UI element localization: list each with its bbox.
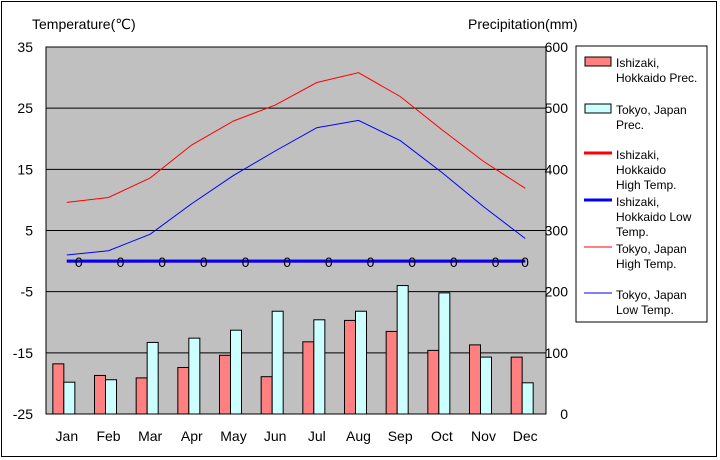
legend-label: Hokkaido Low xyxy=(616,210,692,224)
precip-bar xyxy=(219,354,231,415)
legend-label: Ishizaki, xyxy=(616,195,659,209)
legend-label: High Temp. xyxy=(616,178,676,192)
temperature-line xyxy=(66,119,526,256)
data-labels: 0 0 0 0 0 0 0 0 0 0 0 0 xyxy=(75,254,529,270)
precip-bar xyxy=(63,381,76,415)
data-label: 0 xyxy=(521,254,529,270)
data-label: 0 xyxy=(200,254,208,270)
right-tick-label: 500 xyxy=(545,100,569,116)
right-tick-label: 400 xyxy=(545,161,569,177)
left-tick-label: 25 xyxy=(17,100,33,116)
left-tick-label: 5 xyxy=(25,223,33,239)
temperature-line xyxy=(66,72,526,203)
x-tick-label: May xyxy=(220,428,246,444)
legend: Ishizaki,Hokkaido Prec.Tokyo, JapanPrec.… xyxy=(584,56,697,317)
data-label: 0 xyxy=(367,254,375,270)
legend-label: Tokyo, Japan xyxy=(616,103,687,117)
precip-bar xyxy=(469,344,481,415)
left-axis-title: Temperature(℃) xyxy=(32,16,136,32)
precip-bar xyxy=(302,341,315,415)
precip-bar xyxy=(230,329,242,415)
x-tick-label: Oct xyxy=(431,428,453,444)
data-label: 0 xyxy=(492,254,500,270)
legend-label: Ishizaki, xyxy=(616,56,659,70)
x-tick-label: Jun xyxy=(264,428,287,444)
left-tick-label: 35 xyxy=(17,39,33,55)
precip-bar xyxy=(146,341,159,415)
precip-bar xyxy=(480,356,492,415)
right-tick-label: 100 xyxy=(545,345,569,361)
precip-bar xyxy=(105,379,117,415)
right-axis-ticks: 600 500 400 300 200 100 0 xyxy=(545,39,569,422)
precip-bar xyxy=(438,292,451,415)
precip-bar xyxy=(135,377,148,415)
precip-bar xyxy=(521,382,534,415)
x-tick-label: Sep xyxy=(388,428,413,444)
precip-bar xyxy=(52,363,65,415)
data-label: 0 xyxy=(75,254,83,270)
data-label: 0 xyxy=(117,254,125,270)
right-tick-label: 300 xyxy=(545,223,569,239)
x-tick-label: Feb xyxy=(96,428,120,444)
data-label: 0 xyxy=(450,254,458,270)
temperature-lines xyxy=(66,72,526,263)
legend-box xyxy=(575,45,708,323)
precip-bar xyxy=(271,310,284,415)
left-tick-label: -25 xyxy=(13,406,33,422)
left-axis-ticks: 35 25 15 5 -5 -15 -25 xyxy=(13,39,33,422)
legend-label: Prec. xyxy=(616,118,644,132)
precip-bar xyxy=(396,285,409,415)
precip-bar xyxy=(177,367,190,415)
legend-label: Tokyo, Japan xyxy=(616,242,687,256)
precip-bar xyxy=(260,376,273,415)
right-axis-title: Precipitation(mm) xyxy=(468,16,578,32)
precip-bar xyxy=(510,356,523,415)
x-tick-label: Aug xyxy=(346,428,371,444)
precipitation-bars xyxy=(52,285,534,415)
x-tick-label: Nov xyxy=(471,428,496,444)
left-tick-label: -5 xyxy=(21,284,34,300)
precip-bar xyxy=(427,349,440,415)
x-tick-label: Jan xyxy=(56,428,79,444)
precip-bar xyxy=(94,374,106,415)
x-tick-label: Mar xyxy=(138,428,162,444)
data-label: 0 xyxy=(325,254,333,270)
right-tick-label: 0 xyxy=(560,406,568,422)
grid-lines xyxy=(46,107,546,354)
legend-label: Temp. xyxy=(616,225,649,239)
legend-label: Hokkaido Prec. xyxy=(616,71,697,85)
x-tick-label: Jul xyxy=(308,428,326,444)
legend-label: High Temp. xyxy=(616,257,676,271)
precip-bar xyxy=(344,319,356,415)
precip-bar xyxy=(313,319,326,415)
legend-label: Low Temp. xyxy=(616,303,674,317)
data-label: 0 xyxy=(158,254,166,270)
precip-bar xyxy=(188,337,201,415)
x-tick-label: Dec xyxy=(513,428,538,444)
data-label: 0 xyxy=(283,254,291,270)
right-tick-label: 200 xyxy=(545,284,569,300)
data-label: 0 xyxy=(408,254,416,270)
x-axis-ticks: Jan Feb Mar Apr May Jun Jul Aug Sep Oct Nov Dec xyxy=(56,428,538,444)
legend-label: Ishizaki, xyxy=(616,148,659,162)
legend-label: Hokkaido xyxy=(616,163,666,177)
legend-swatch xyxy=(584,56,612,67)
left-tick-label: -15 xyxy=(13,345,33,361)
legend-swatch xyxy=(584,103,612,114)
right-tick-label: 600 xyxy=(545,39,569,55)
x-tick-label: Apr xyxy=(181,428,203,444)
precip-bar xyxy=(385,330,398,415)
data-label: 0 xyxy=(242,254,250,270)
left-tick-label: 15 xyxy=(17,161,33,177)
legend-label: Tokyo, Japan xyxy=(616,288,687,302)
precip-bar xyxy=(355,310,367,415)
